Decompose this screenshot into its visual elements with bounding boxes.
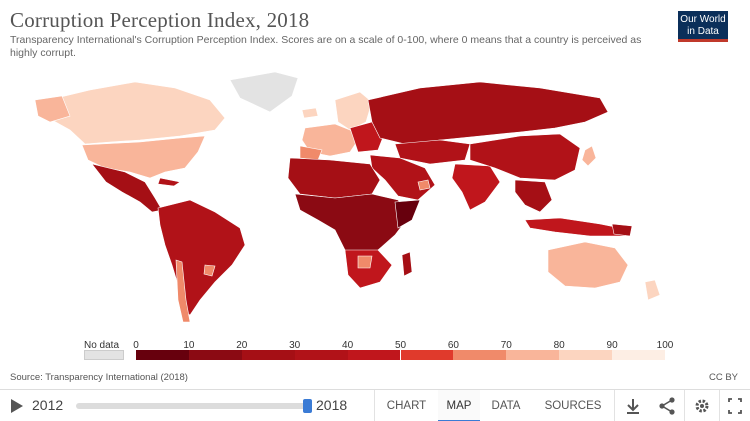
timeline-end-year: 2018 bbox=[316, 397, 348, 413]
legend-tick-label: 100 bbox=[656, 340, 674, 351]
legend-tick-label: 50 bbox=[394, 340, 407, 351]
legend-tick-label: 90 bbox=[606, 340, 618, 351]
timeline-slider-track[interactable] bbox=[76, 403, 308, 409]
map-region-nordics[interactable] bbox=[334, 91, 373, 131]
legend-bin-swatch[interactable] bbox=[400, 350, 454, 360]
color-legend: No data 0 10 20 30 40 50 60 70 80 90 100 bbox=[0, 336, 750, 366]
source-note[interactable]: Source: Transparency International (2018… bbox=[10, 372, 188, 383]
license-label[interactable]: CC BY bbox=[708, 372, 738, 383]
legend-tick-label: 60 bbox=[447, 340, 459, 351]
legend-tick-label: 70 bbox=[500, 340, 512, 351]
map-region-madagascar[interactable] bbox=[401, 251, 413, 277]
tab-sources[interactable]: SOURCES bbox=[544, 400, 602, 412]
legend-bin-swatch[interactable] bbox=[241, 350, 295, 360]
legend-tick-label: 20 bbox=[236, 340, 248, 351]
map-region-south-asia[interactable] bbox=[451, 163, 501, 211]
fullscreen-icon[interactable] bbox=[720, 390, 750, 421]
legend-bin-swatch[interactable] bbox=[506, 350, 560, 360]
map-region-australia[interactable] bbox=[547, 241, 629, 289]
legend-bin-swatch[interactable] bbox=[559, 350, 613, 360]
share-icon[interactable] bbox=[650, 390, 684, 421]
legend-bin-swatch[interactable] bbox=[347, 350, 401, 360]
controls-divider bbox=[684, 390, 685, 421]
map-region-botswana[interactable] bbox=[357, 255, 373, 269]
map-region-horn-of-africa[interactable] bbox=[394, 199, 421, 229]
chart-subtitle: Transparency International's Corruption … bbox=[10, 34, 642, 59]
legend-bin-swatch[interactable] bbox=[188, 350, 242, 360]
timeline-start-year: 2012 bbox=[32, 397, 64, 413]
map-region-iceland[interactable] bbox=[301, 107, 319, 119]
map-region-southern-africa[interactable] bbox=[344, 249, 393, 289]
settings-gear-icon[interactable] bbox=[685, 390, 719, 421]
tab-data[interactable]: DATA bbox=[491, 400, 521, 412]
legend-bin-swatch[interactable] bbox=[612, 350, 665, 360]
controls-divider bbox=[374, 390, 375, 421]
owid-logo[interactable]: Our World in Data bbox=[678, 11, 728, 42]
map-region-western-europe[interactable] bbox=[301, 123, 359, 157]
legend-bin-swatch[interactable] bbox=[294, 350, 348, 360]
legend-tick-label: 80 bbox=[553, 340, 565, 351]
legend-no-data-label: No data bbox=[84, 340, 120, 351]
map-region-mexico-central-america[interactable] bbox=[91, 163, 163, 213]
map-region-gulf[interactable] bbox=[417, 179, 431, 191]
map-region-caribbean[interactable] bbox=[157, 177, 181, 187]
legend-tick-label: 30 bbox=[289, 340, 301, 351]
legend-bin-swatch[interactable] bbox=[453, 350, 507, 360]
map-region-north-africa[interactable] bbox=[287, 157, 381, 199]
map-region-east-asia[interactable] bbox=[469, 133, 581, 181]
map-region-south-america[interactable] bbox=[157, 199, 246, 316]
map-region-new-zealand[interactable] bbox=[644, 279, 661, 301]
map-region-greenland[interactable] bbox=[229, 71, 299, 113]
tab-map[interactable]: MAP bbox=[438, 390, 480, 421]
controls-divider bbox=[719, 390, 720, 421]
play-icon[interactable] bbox=[11, 399, 23, 413]
controls-divider bbox=[614, 390, 615, 421]
map-region-russia[interactable] bbox=[367, 81, 609, 145]
map-region-alaska[interactable] bbox=[34, 95, 71, 123]
map-region-indonesia[interactable] bbox=[524, 217, 631, 237]
legend-tick-label: 40 bbox=[342, 340, 354, 351]
download-icon[interactable] bbox=[616, 390, 650, 421]
tab-chart[interactable]: CHART bbox=[386, 400, 427, 412]
map-region-southeast-asia[interactable] bbox=[514, 179, 553, 213]
map-region-uruguay[interactable] bbox=[203, 264, 216, 277]
legend-tick-label: 10 bbox=[183, 340, 195, 351]
map-region-japan[interactable] bbox=[581, 145, 597, 167]
world-map[interactable] bbox=[0, 60, 750, 345]
map-region-canada[interactable] bbox=[39, 81, 226, 145]
legend-tick-label: 0 bbox=[133, 340, 139, 351]
chart-title: Corruption Perception Index, 2018 bbox=[10, 8, 310, 32]
timeline-controls: 2012 2018 CHART MAP DATA SOURCES bbox=[0, 389, 750, 421]
timeline-slider-handle[interactable] bbox=[303, 399, 312, 413]
legend-no-data-swatch bbox=[84, 350, 124, 360]
map-region-papua-new-guinea[interactable] bbox=[611, 223, 633, 237]
map-region-chile[interactable] bbox=[175, 259, 191, 323]
legend-bin-swatch[interactable] bbox=[136, 350, 189, 360]
